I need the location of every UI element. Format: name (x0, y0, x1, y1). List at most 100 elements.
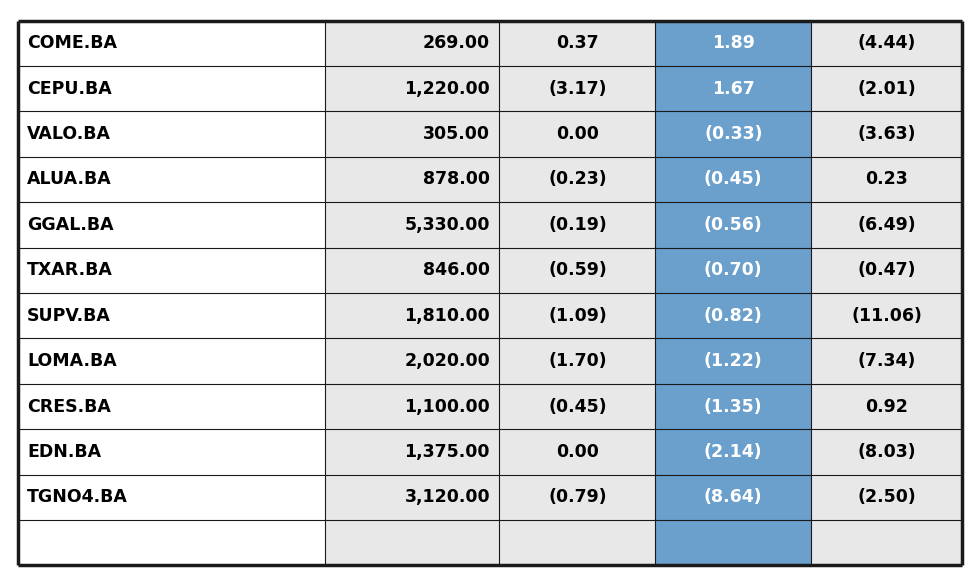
Text: 3,120.00: 3,120.00 (405, 488, 490, 506)
Bar (324, 475, 500, 520)
Text: (1.35): (1.35) (704, 397, 762, 415)
Text: ALUA.BA: ALUA.BA (27, 171, 112, 189)
Text: (0.70): (0.70) (704, 261, 762, 280)
Bar (811, 384, 962, 429)
Text: TXAR.BA: TXAR.BA (27, 261, 113, 280)
Bar (324, 429, 500, 475)
Bar (656, 293, 811, 339)
Bar (811, 66, 962, 111)
Bar (500, 21, 656, 66)
Text: (2.01): (2.01) (858, 80, 916, 98)
Bar (811, 202, 962, 248)
Bar (500, 475, 656, 520)
Text: 1,810.00: 1,810.00 (405, 306, 490, 325)
Bar (500, 429, 656, 475)
Text: 1.67: 1.67 (711, 80, 755, 98)
Bar (324, 21, 500, 66)
Bar (18, 247, 324, 293)
Text: 1,375.00: 1,375.00 (405, 443, 490, 461)
Bar (656, 475, 811, 520)
Bar (811, 339, 962, 384)
Text: (8.64): (8.64) (704, 488, 762, 506)
Bar (656, 202, 811, 248)
Text: (1.09): (1.09) (548, 306, 607, 325)
Text: (2.14): (2.14) (704, 443, 762, 461)
Bar (811, 21, 962, 66)
Bar (500, 202, 656, 248)
Bar (656, 247, 811, 293)
Bar (500, 111, 656, 157)
Bar (656, 429, 811, 475)
Bar (18, 384, 324, 429)
Bar (500, 247, 656, 293)
Text: 0.23: 0.23 (865, 171, 908, 189)
Bar (656, 384, 811, 429)
Bar (324, 66, 500, 111)
Text: (1.22): (1.22) (704, 352, 762, 370)
Bar (656, 339, 811, 384)
Text: 0.00: 0.00 (556, 443, 599, 461)
Text: (1.70): (1.70) (548, 352, 607, 370)
Bar (811, 293, 962, 339)
Bar (811, 111, 962, 157)
Bar (656, 21, 811, 66)
Text: (0.23): (0.23) (548, 171, 607, 189)
Bar (811, 429, 962, 475)
Text: 2,020.00: 2,020.00 (405, 352, 490, 370)
Bar (18, 475, 324, 520)
Text: COME.BA: COME.BA (27, 34, 117, 52)
Bar (18, 202, 324, 248)
Text: (0.59): (0.59) (548, 261, 607, 280)
Bar (811, 247, 962, 293)
Text: (0.19): (0.19) (548, 216, 607, 234)
Text: 1,220.00: 1,220.00 (405, 80, 490, 98)
Text: (0.56): (0.56) (704, 216, 762, 234)
Bar (18, 156, 324, 202)
Bar (500, 520, 656, 565)
Text: (0.45): (0.45) (548, 397, 607, 415)
Text: TGNO4.BA: TGNO4.BA (27, 488, 128, 506)
Bar (500, 339, 656, 384)
Text: (0.79): (0.79) (548, 488, 607, 506)
Text: 1,100.00: 1,100.00 (405, 397, 490, 415)
Bar (500, 66, 656, 111)
Bar (811, 520, 962, 565)
Text: 0.00: 0.00 (556, 125, 599, 143)
Text: CEPU.BA: CEPU.BA (27, 80, 112, 98)
Bar (811, 156, 962, 202)
Bar (324, 202, 500, 248)
Text: (11.06): (11.06) (852, 306, 922, 325)
Text: 269.00: 269.00 (423, 34, 490, 52)
Bar (324, 111, 500, 157)
Text: (6.49): (6.49) (858, 216, 916, 234)
Text: GGAL.BA: GGAL.BA (27, 216, 114, 234)
Text: (0.45): (0.45) (704, 171, 762, 189)
Bar (18, 66, 324, 111)
Text: 0.92: 0.92 (865, 397, 908, 415)
Text: (3.63): (3.63) (858, 125, 916, 143)
Text: VALO.BA: VALO.BA (27, 125, 111, 143)
Bar (18, 339, 324, 384)
Bar (18, 21, 324, 66)
Text: EDN.BA: EDN.BA (27, 443, 101, 461)
Bar (324, 384, 500, 429)
Bar (500, 384, 656, 429)
Bar (324, 293, 500, 339)
Bar (324, 520, 500, 565)
Bar (656, 111, 811, 157)
Bar (500, 293, 656, 339)
Bar (656, 156, 811, 202)
Text: (3.17): (3.17) (548, 80, 607, 98)
Text: 5,330.00: 5,330.00 (405, 216, 490, 234)
Text: 0.37: 0.37 (556, 34, 599, 52)
Bar (18, 429, 324, 475)
Text: 1.89: 1.89 (711, 34, 755, 52)
Bar (324, 247, 500, 293)
Text: CRES.BA: CRES.BA (27, 397, 111, 415)
Text: (0.82): (0.82) (704, 306, 762, 325)
Bar (656, 520, 811, 565)
Text: (0.47): (0.47) (858, 261, 916, 280)
Text: LOMA.BA: LOMA.BA (27, 352, 117, 370)
Bar (18, 520, 324, 565)
Text: 305.00: 305.00 (423, 125, 490, 143)
